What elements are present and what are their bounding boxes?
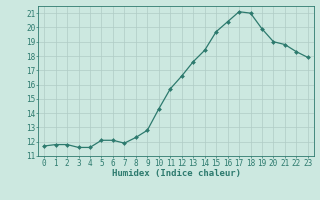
X-axis label: Humidex (Indice chaleur): Humidex (Indice chaleur) [111,169,241,178]
